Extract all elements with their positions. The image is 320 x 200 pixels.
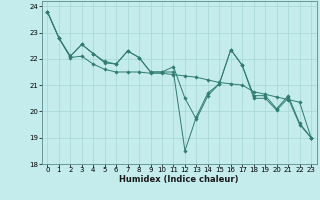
X-axis label: Humidex (Indice chaleur): Humidex (Indice chaleur) [119,175,239,184]
